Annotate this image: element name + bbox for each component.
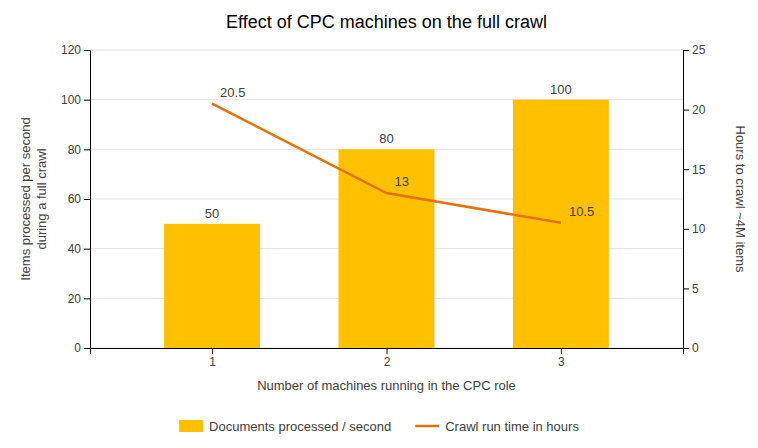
tick-mark	[683, 169, 689, 170]
legend-swatch	[179, 420, 203, 432]
data-label: 10.5	[569, 204, 594, 219]
x-axis-title: Number of machines running in the CPC ro…	[257, 378, 516, 393]
legend-item: Crawl run time in hours	[415, 419, 579, 434]
tick-mark	[84, 199, 90, 200]
tick-label: 120	[61, 43, 81, 57]
tick-label: 5	[692, 282, 699, 296]
tick: 0	[683, 341, 699, 355]
chart: 1 2 3 0 20 40 60 80 100 120 0 5 10 15 20 25 50 80 100 20.5 1…	[0, 0, 758, 448]
tick-mark	[561, 348, 562, 354]
data-label: 80	[379, 131, 393, 146]
tick: 25	[683, 43, 706, 57]
tick-mark	[387, 348, 388, 354]
tick-mark	[683, 348, 689, 349]
tick-mark	[84, 249, 90, 250]
axis: 0 5 10 15 20 25	[683, 43, 706, 355]
tick-label: 60	[68, 192, 82, 206]
tick: 60	[68, 192, 90, 206]
data-label: 20.5	[220, 85, 245, 100]
bar	[513, 100, 609, 348]
tick-label: 20	[68, 292, 82, 306]
legend: Documents processed / second Crawl run ti…	[179, 419, 579, 434]
tick-mark	[683, 288, 689, 289]
tick: 20	[683, 103, 706, 117]
tick-label: 0	[74, 341, 81, 355]
legend-label: Crawl run time in hours	[445, 419, 579, 434]
tick: 5	[683, 282, 699, 296]
tick-label: 100	[61, 93, 81, 107]
tick: 0	[74, 341, 90, 355]
title: Effect of CPC machines on the full crawl	[226, 12, 547, 32]
tick: 80	[68, 143, 90, 157]
data-label: 13	[395, 174, 409, 189]
tick: 10	[683, 222, 706, 236]
tick-label: 80	[68, 143, 82, 157]
tick-mark	[84, 298, 90, 299]
tick-label: 10	[692, 222, 706, 236]
data-label: 100	[550, 82, 572, 97]
line	[212, 104, 561, 223]
tick-mark	[683, 110, 689, 111]
data-labels: 50 80 100 20.5 13 10.5	[205, 82, 594, 221]
tick: 2	[384, 348, 391, 369]
marks	[164, 100, 609, 348]
y2-axis-title: Hours to crawl ~4M items	[733, 125, 748, 273]
axis-line	[91, 349, 684, 355]
tick: 20	[68, 292, 90, 306]
tick-mark	[683, 50, 689, 51]
tick-label: 0	[692, 341, 699, 355]
axis-line	[684, 51, 690, 349]
axis: 0 20 40 60 80 100 120	[61, 43, 91, 355]
tick: 15	[683, 163, 706, 177]
tick: 120	[61, 43, 90, 57]
tick-label: 15	[692, 163, 706, 177]
y-axis-title: Items processed per secondduring a full …	[18, 117, 49, 280]
legend-item: Documents processed / second	[179, 419, 391, 434]
data-label: 50	[205, 206, 219, 221]
tick-mark	[683, 229, 689, 230]
legend-label: Documents processed / second	[209, 419, 391, 434]
grid-line	[90, 50, 683, 51]
axis: 1 2 3	[91, 348, 684, 369]
tick: 1	[209, 348, 216, 369]
grid	[90, 50, 683, 348]
tick-mark	[84, 100, 90, 101]
tick-label: 2	[384, 355, 391, 369]
tick-mark	[84, 348, 90, 349]
tick-label: 20	[692, 103, 706, 117]
tick: 100	[61, 93, 90, 107]
bar	[339, 149, 435, 348]
bar	[164, 224, 260, 348]
tick-label: 40	[68, 242, 82, 256]
tick-label: 3	[558, 355, 565, 369]
tick: 3	[558, 348, 565, 369]
tick-mark	[212, 348, 213, 354]
tick-mark	[84, 50, 90, 51]
legend-swatch	[415, 425, 439, 428]
tick-label: 25	[692, 43, 706, 57]
plot: 1 2 3 0 20 40 60 80 100 120 0 5 10 15 20 25 50 80 100 20.5 1…	[61, 43, 706, 368]
tick: 40	[68, 242, 90, 256]
tick-label: 1	[209, 355, 216, 369]
axis-line	[84, 51, 91, 349]
tick-mark	[84, 149, 90, 150]
